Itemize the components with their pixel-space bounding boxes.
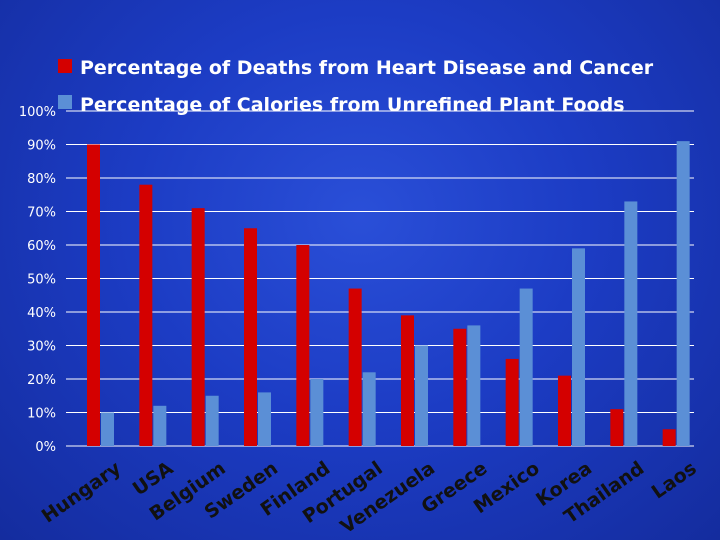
bar-calories — [205, 395, 219, 446]
bar-calories — [153, 405, 167, 446]
x-category-label: Laos — [648, 457, 701, 503]
y-tick-label: 60% — [27, 239, 56, 254]
bar-deaths — [348, 288, 362, 446]
y-tick-label: 0% — [35, 440, 56, 455]
bar-deaths — [453, 328, 467, 446]
x-category-label: Hungary — [38, 457, 126, 528]
bars — [87, 141, 690, 446]
y-tick-label: 90% — [27, 139, 56, 154]
bar-calories — [258, 392, 271, 446]
bar-deaths — [610, 409, 624, 446]
y-tick-label: 50% — [27, 273, 56, 288]
bar-calories — [415, 345, 428, 446]
bar-deaths — [662, 429, 676, 446]
y-tick-label: 20% — [27, 373, 56, 388]
bar-calories — [310, 379, 324, 446]
gridlines — [66, 110, 694, 447]
bar-deaths — [296, 245, 310, 446]
legend-label-calories: Percentage of Calories from Unrefined Pl… — [80, 94, 625, 116]
y-tick-label: 40% — [27, 306, 56, 321]
x-axis-labels: Hungary USABelgiumSwedenFinlandPortugalVe… — [38, 457, 701, 538]
y-tick-label: 30% — [27, 340, 56, 355]
y-tick-label: 10% — [27, 407, 56, 422]
bar-deaths — [87, 144, 100, 446]
bar-deaths — [139, 184, 153, 446]
y-tick-label: 70% — [27, 206, 56, 221]
bar-calories — [519, 288, 533, 446]
y-tick-label: 80% — [27, 172, 56, 187]
bar-deaths — [505, 358, 519, 446]
y-tick-label: 100% — [19, 105, 56, 120]
legend: Percentage of Deaths from Heart Disease … — [58, 57, 654, 116]
bar-calories — [101, 412, 114, 446]
bar-calories — [676, 141, 690, 446]
legend-swatch-deaths — [58, 59, 72, 73]
legend-swatch-calories — [58, 95, 72, 109]
bar-calories — [467, 325, 481, 446]
bar-deaths — [558, 375, 571, 446]
bar-calories — [572, 248, 585, 446]
bar-calories — [362, 372, 376, 446]
legend-label-deaths: Percentage of Deaths from Heart Disease … — [80, 57, 654, 79]
bar-calories — [624, 201, 638, 446]
bar-deaths — [244, 228, 257, 446]
y-axis-ticks: 0% 10% 20% 30% 40% 50% 60% 70% 80% 90% 100% — [19, 105, 56, 455]
bar-deaths — [401, 315, 414, 446]
bar-deaths — [191, 208, 205, 446]
